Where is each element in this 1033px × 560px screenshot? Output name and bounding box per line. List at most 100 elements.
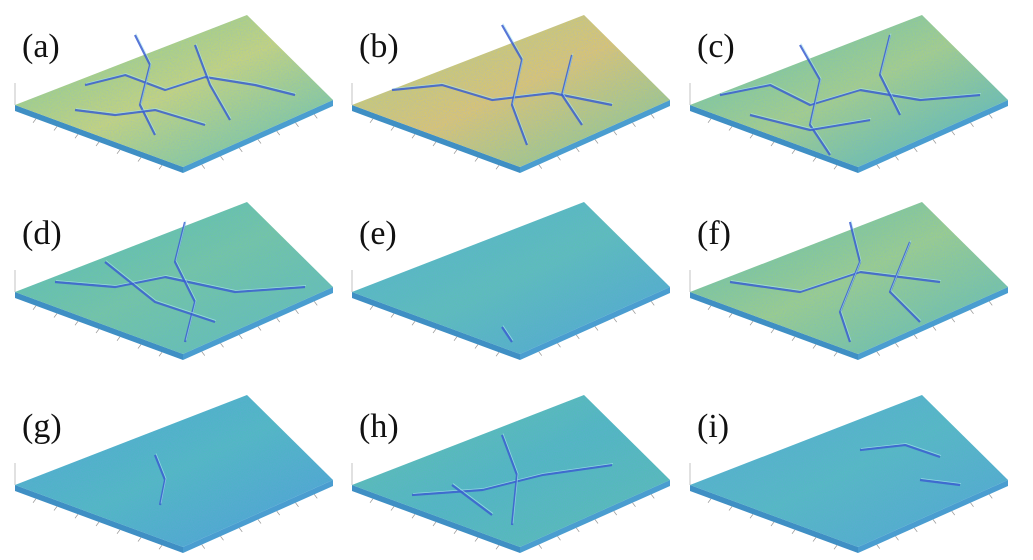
- axis-tick: [33, 306, 36, 310]
- axis-tick: [813, 538, 816, 542]
- axis-tick: [651, 114, 654, 118]
- surface-top: [690, 202, 1008, 354]
- axis-tick: [933, 140, 936, 144]
- axis-tick: [595, 327, 598, 331]
- axis-tick: [391, 314, 394, 318]
- axis-tick: [138, 158, 141, 162]
- panel-label: (e): [359, 215, 397, 252]
- axis-tick: [96, 329, 99, 333]
- axis-tick: [138, 345, 141, 349]
- axis-tick: [296, 123, 299, 127]
- axis-tick: [296, 310, 299, 314]
- axis-tick: [221, 156, 224, 160]
- axis-tick: [558, 536, 561, 540]
- axis-tick: [96, 142, 99, 146]
- axis-tick: [202, 352, 205, 356]
- axis-tick: [576, 148, 579, 152]
- axis-tick: [221, 536, 224, 540]
- axis-tick: [614, 318, 617, 322]
- axis-tick: [750, 134, 753, 138]
- axis-tick: [952, 131, 955, 135]
- axis-tick: [914, 148, 917, 152]
- axis-tick: [239, 335, 242, 339]
- axis-tick: [202, 545, 205, 549]
- axis-tick: [277, 318, 280, 322]
- axis-tick: [314, 301, 317, 305]
- axis-tick: [239, 148, 242, 152]
- surface-panel: [690, 202, 1008, 360]
- axis-tick: [314, 494, 317, 498]
- axis-tick: [539, 545, 542, 549]
- axis-tick: [651, 301, 654, 305]
- axis-tick: [75, 134, 78, 138]
- axis-tick: [33, 499, 36, 503]
- axis-tick: [771, 522, 774, 526]
- surface-panel: [15, 202, 333, 360]
- surface-panel: [15, 395, 333, 553]
- axis-tick: [454, 337, 457, 341]
- axis-tick: [952, 318, 955, 322]
- axis-tick: [433, 142, 436, 146]
- axis-tick: [729, 127, 732, 131]
- axis-tick: [633, 310, 636, 314]
- axis-tick: [277, 131, 280, 135]
- axis-tick: [258, 327, 261, 331]
- axis-tick: [54, 507, 57, 511]
- axis-tick: [896, 343, 899, 347]
- axis-tick: [914, 528, 917, 532]
- axis-tick: [952, 511, 955, 515]
- axis-tick: [54, 127, 57, 131]
- axis-tick: [539, 352, 542, 356]
- axis-tick: [989, 301, 992, 305]
- panel-label: (h): [359, 408, 399, 445]
- axis-tick: [539, 165, 542, 169]
- axis-tick: [576, 528, 579, 532]
- axis-tick: [239, 528, 242, 532]
- axis-tick: [877, 545, 880, 549]
- axis-tick: [792, 337, 795, 341]
- axis-tick: [33, 119, 36, 123]
- axis-tick: [391, 507, 394, 511]
- axis-tick: [496, 165, 499, 169]
- axis-tick: [896, 156, 899, 160]
- panel-label: (f): [697, 215, 731, 252]
- axis-tick: [877, 165, 880, 169]
- axis-tick: [576, 335, 579, 339]
- axis-tick: [971, 503, 974, 507]
- axis-tick: [633, 123, 636, 127]
- axis-tick: [813, 158, 816, 162]
- axis-tick: [75, 514, 78, 518]
- axis-tick: [454, 150, 457, 154]
- axis-tick: [314, 114, 317, 118]
- axis-tick: [221, 343, 224, 347]
- axis-tick: [117, 337, 120, 341]
- axis-tick: [277, 511, 280, 515]
- axis-tick: [771, 329, 774, 333]
- surface-panel: [352, 202, 670, 360]
- axis-tick: [729, 507, 732, 511]
- axis-tick: [595, 520, 598, 524]
- axis-tick: [475, 158, 478, 162]
- surface-panel: [690, 395, 1008, 553]
- axis-tick: [412, 321, 415, 325]
- surface-panel: [15, 15, 333, 173]
- axis-tick: [496, 352, 499, 356]
- axis-tick: [708, 499, 711, 503]
- axis-tick: [412, 514, 415, 518]
- surface-panel: [690, 15, 1008, 173]
- panel-label: (a): [22, 28, 60, 65]
- axis-tick: [877, 352, 880, 356]
- surface-top: [15, 395, 333, 547]
- axis-tick: [370, 119, 373, 123]
- axis-tick: [454, 530, 457, 534]
- axis-tick: [558, 156, 561, 160]
- axis-tick: [834, 352, 837, 356]
- axis-tick: [117, 530, 120, 534]
- axis-tick: [475, 345, 478, 349]
- surface-panel: [352, 395, 670, 553]
- figure: (a)(b)(c)(d)(e)(f)(g)(h)(i): [0, 0, 1033, 555]
- axis-tick: [708, 306, 711, 310]
- axis-tick: [633, 503, 636, 507]
- panel-label: (b): [359, 28, 399, 65]
- axis-tick: [370, 306, 373, 310]
